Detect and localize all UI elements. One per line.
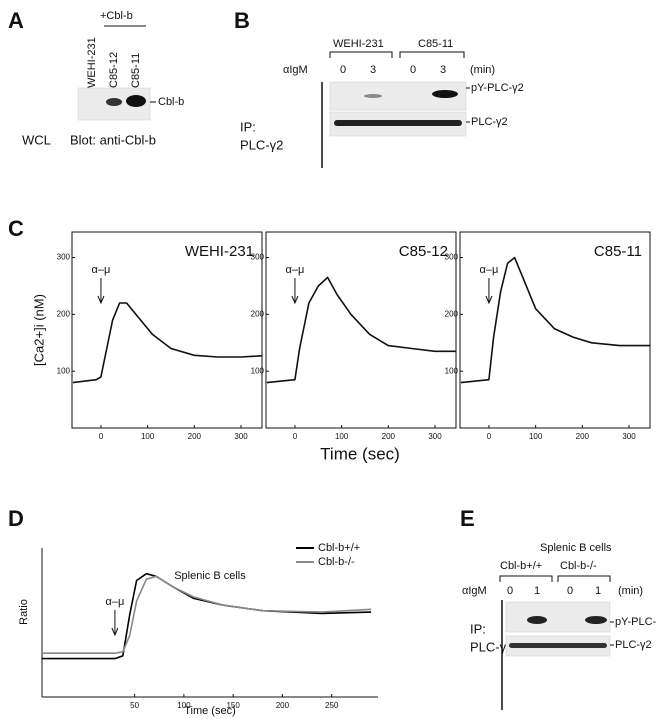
y-tick-label: 100 — [57, 366, 71, 375]
group-label: Cbl-b+/+ — [500, 560, 542, 572]
trace — [460, 256, 650, 384]
time: 1 — [534, 585, 540, 597]
panel-label: D — [8, 506, 24, 531]
x-axis-label: Time (sec) — [320, 444, 400, 463]
chart-title: C85-11 — [594, 243, 642, 260]
title: Splenic B cells — [540, 542, 612, 554]
x-tick-label: 300 — [428, 432, 442, 441]
unit: (min) — [470, 64, 495, 76]
trace — [42, 572, 372, 660]
annotation: α–μ — [106, 596, 125, 608]
ip-label: IP: — [470, 621, 486, 636]
chart-title: WEHI-231 — [185, 243, 254, 260]
x-tick-label: 300 — [622, 432, 636, 441]
x-tick-label: 150 — [226, 701, 240, 710]
annotation: α–μ — [480, 264, 499, 276]
panel-label: A — [8, 8, 24, 33]
x-axis-label: Time (sec) — [184, 705, 236, 717]
footer: Blot: anti-Cbl-b — [70, 132, 156, 147]
ip-label: IP: — [240, 119, 256, 134]
y-tick-label: 100 — [251, 366, 265, 375]
x-tick-label: 200 — [276, 701, 290, 710]
footer: WCL — [22, 132, 51, 147]
group-bracket — [329, 51, 465, 58]
band — [585, 616, 607, 624]
legend-label: Cbl-b+/+ — [318, 542, 360, 554]
x-tick-label: 0 — [293, 432, 298, 441]
group-bracket — [499, 575, 611, 582]
trace — [42, 575, 372, 654]
x-tick-label: 50 — [130, 701, 139, 710]
band-label: pY-PLC-γ2 — [471, 82, 524, 94]
band-label: Cbl-b — [158, 96, 184, 108]
x-tick-label: 200 — [188, 432, 202, 441]
annotation: α–μ — [92, 264, 111, 276]
x-tick-label: 100 — [529, 432, 543, 441]
x-tick-label: 200 — [576, 432, 590, 441]
plot-frame — [71, 231, 263, 429]
time: 0 — [340, 64, 346, 76]
x-tick-label: 200 — [382, 432, 396, 441]
x-tick-label: 100 — [335, 432, 349, 441]
time: 0 — [567, 585, 573, 597]
y-tick-label: 300 — [251, 253, 265, 262]
band — [334, 120, 462, 126]
lane-label: WEHI-231 — [86, 37, 98, 88]
band — [126, 95, 146, 107]
band — [106, 98, 122, 106]
arrow-head — [291, 295, 299, 305]
x-tick-label: 0 — [487, 432, 492, 441]
y-tick-label: 200 — [251, 309, 265, 318]
time: 3 — [370, 64, 376, 76]
x-tick-label: 300 — [234, 432, 248, 441]
treatment: αIgM — [462, 585, 487, 597]
trace — [266, 276, 456, 384]
x-tick-label: 100 — [177, 701, 191, 710]
legend-label: Cbl-b-/- — [318, 556, 355, 568]
y-tick-label: 100 — [445, 366, 459, 375]
time: 0 — [410, 64, 416, 76]
band — [432, 90, 458, 98]
treatment: αIgM — [283, 64, 308, 76]
arrow-head — [111, 627, 119, 637]
ip-label: PLC-γ2 — [240, 137, 283, 152]
arrow-head — [485, 295, 493, 305]
band-label: PLC-γ2 — [615, 639, 652, 651]
band — [527, 616, 547, 624]
plot-frame — [459, 231, 651, 429]
band-label: pY-PLC-γ2 — [615, 616, 656, 628]
group-label: C85-11 — [418, 38, 453, 50]
lane-label: C85-11 — [130, 53, 142, 88]
group-label: Cbl-b-/- — [560, 560, 597, 572]
x-tick-label: 0 — [99, 432, 104, 441]
panel-label: C — [8, 216, 24, 241]
panel-label: B — [234, 8, 250, 33]
band — [364, 94, 382, 98]
annotation: α–μ — [286, 264, 305, 276]
arrow-head — [97, 295, 105, 305]
group-label: +Cbl-b — [100, 10, 133, 22]
unit: (min) — [618, 585, 643, 597]
plot-frame — [265, 231, 457, 429]
time: 0 — [507, 585, 513, 597]
y-axis-label: Ratio — [18, 599, 30, 625]
y-tick-label: 300 — [57, 253, 71, 262]
trace — [72, 302, 263, 384]
group-label: WEHI-231 — [333, 38, 384, 50]
chart-title: C85-12 — [399, 243, 448, 260]
y-axis-label: [Ca2+]i (nM) — [31, 294, 46, 366]
time: 3 — [440, 64, 446, 76]
time: 1 — [595, 585, 601, 597]
lane-label: C85-12 — [108, 52, 120, 88]
panel-label: E — [460, 506, 475, 531]
chart-title: Splenic B cells — [174, 570, 246, 582]
band — [509, 643, 607, 648]
y-tick-label: 300 — [445, 253, 459, 262]
band-label: PLC-γ2 — [471, 116, 508, 128]
x-tick-label: 100 — [141, 432, 155, 441]
x-tick-label: 250 — [325, 701, 339, 710]
y-tick-label: 200 — [445, 309, 459, 318]
y-tick-label: 200 — [57, 309, 71, 318]
